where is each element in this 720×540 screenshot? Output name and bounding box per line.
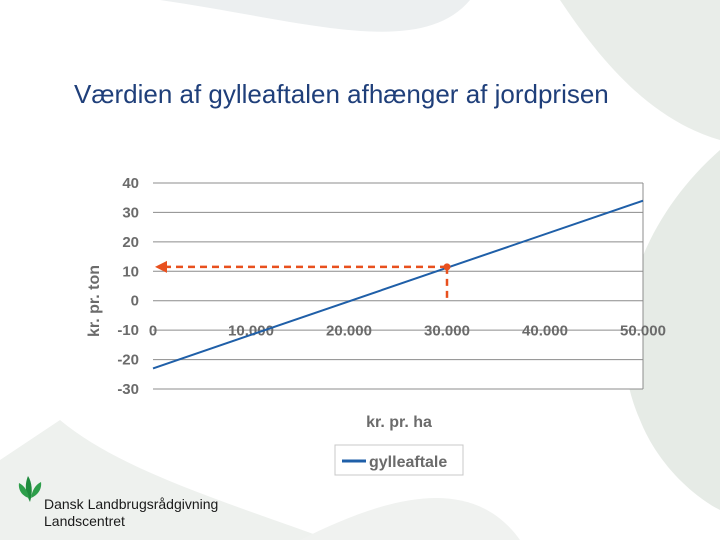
x-tick-label: 10.000 — [228, 323, 274, 340]
x-axis-title: kr. pr. ha — [366, 414, 432, 431]
organization-subname: Landscentret — [44, 513, 125, 529]
organization-name: Dansk Landbrugsrådgivning — [44, 496, 219, 512]
annotation-layer — [155, 260, 451, 301]
legend-label-gylleaftale: gylleaftale — [369, 454, 447, 471]
y-tick-label: -10 — [117, 322, 139, 339]
y-tick-label: 30 — [122, 204, 139, 221]
plot-background — [153, 183, 643, 389]
y-tick-label: -30 — [117, 381, 139, 398]
y-tick-label: 10 — [122, 263, 139, 280]
y-tick-label: -20 — [117, 352, 139, 369]
legend: gylleaftale — [334, 444, 464, 476]
series-layer — [152, 199, 644, 370]
slide-title: Værdien af gylleaftalen afhænger af jord… — [74, 79, 609, 109]
x-axis-tick-labels: 0 10.000 20.000 30.000 40.000 50.000 — [149, 323, 666, 340]
gridlines — [153, 182, 644, 390]
x-tick-label: 50.000 — [620, 323, 666, 340]
series-line-gylleaftale — [152, 199, 644, 370]
x-tick-label: 30.000 — [424, 323, 470, 340]
annotation-arrowhead — [155, 260, 167, 273]
y-tick-label: 0 — [131, 293, 139, 310]
annotation-point — [443, 263, 451, 271]
x-tick-label: 0 — [149, 323, 157, 340]
x-tick-label: 20.000 — [326, 323, 372, 340]
company-logo-icon — [18, 476, 42, 502]
y-tick-label: 40 — [122, 175, 139, 192]
x-tick-label: 40.000 — [522, 323, 568, 340]
y-tick-label: 20 — [122, 234, 139, 251]
plot-area — [153, 183, 643, 389]
y-axis-tick-labels: 40 30 20 10 0 -10 -20 -30 — [117, 175, 139, 398]
y-axis-title: kr. pr. ton — [86, 265, 103, 337]
